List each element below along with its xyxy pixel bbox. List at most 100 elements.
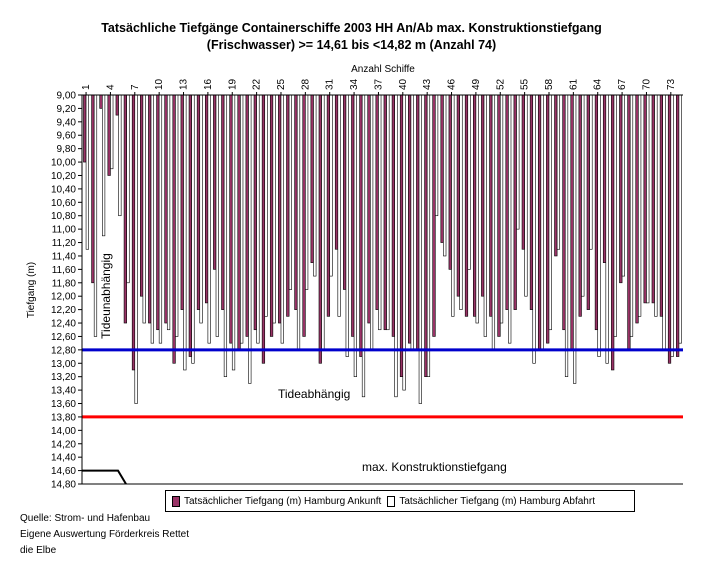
bar-abfahrt	[638, 94, 642, 317]
y-tick-label: 10,40	[51, 184, 76, 195]
bar-abfahrt	[516, 94, 520, 230]
bar-abfahrt	[581, 94, 585, 297]
bar-ankunft	[570, 94, 574, 351]
bar-abfahrt	[467, 94, 471, 270]
bar-ankunft	[424, 94, 428, 377]
y-tick-label: 14,80	[51, 480, 76, 491]
bar-abfahrt	[345, 94, 349, 357]
legend-swatch-abfahrt	[387, 495, 396, 507]
bar-abfahrt	[370, 94, 374, 351]
y-tick-label: 9,80	[57, 144, 77, 155]
bar-abfahrt	[410, 94, 414, 351]
source-note: Quelle: Strom- und Hafenbau Eigene Auswe…	[20, 511, 189, 559]
bar-ankunft	[237, 94, 241, 351]
x-tick-label: 37	[373, 78, 384, 90]
y-tick-label: 13,40	[51, 386, 76, 397]
bar-abfahrt	[175, 94, 179, 337]
bar-abfahrt	[321, 94, 325, 351]
bar-abfahrt	[329, 94, 333, 277]
y-tick-label: 11,40	[52, 251, 77, 262]
bar-abfahrt	[394, 94, 398, 398]
bar-ankunft	[659, 94, 663, 317]
bar-abfahrt	[678, 94, 682, 344]
bar-abfahrt	[85, 94, 89, 250]
bar-abfahrt	[150, 94, 154, 344]
bar-ankunft	[416, 94, 420, 351]
bar-ankunft	[619, 94, 623, 284]
x-tick-label: 73	[666, 78, 677, 90]
y-tick-label: 14,60	[51, 466, 76, 477]
bar-abfahrt	[451, 94, 455, 317]
bar-ankunft	[383, 94, 387, 331]
y-tick-label: 13,20	[51, 372, 76, 383]
x-tick-label: 49	[471, 78, 482, 90]
bar-abfahrt	[93, 94, 98, 337]
annotation-tideabhaengig: Tideabhängig	[278, 387, 350, 401]
bar-ankunft	[456, 94, 460, 297]
bar-ankunft	[204, 94, 209, 304]
y-tick-label: 13,60	[51, 399, 76, 410]
bar-ankunft	[554, 94, 558, 257]
x-tick-label: 13	[179, 78, 190, 90]
bar-ankunft	[131, 94, 136, 371]
bar-abfahrt	[670, 94, 674, 357]
y-tick-label: 12,00	[51, 292, 76, 303]
x-tick-label: 7	[130, 84, 141, 90]
bar-ankunft	[391, 94, 395, 337]
bar-ankunft	[367, 94, 371, 324]
bar-abfahrt	[426, 94, 431, 377]
bar-ankunft	[635, 94, 639, 324]
bar-ankunft	[472, 94, 477, 317]
bar-abfahrt	[564, 94, 569, 377]
x-tick-label: 40	[398, 78, 409, 90]
y-tick-label: 10,00	[51, 158, 76, 169]
x-tick-label: 55	[520, 78, 531, 90]
bar-ankunft	[375, 94, 379, 310]
bar-ankunft	[667, 94, 672, 364]
bar-abfahrt	[296, 94, 301, 351]
x-tick-label: 28	[300, 78, 311, 90]
bar-abfahrt	[499, 94, 504, 324]
x-tick-label: 70	[641, 78, 652, 90]
x-tick-label: 46	[447, 78, 458, 90]
x-tick-label: 52	[495, 78, 506, 90]
chart-title-line-1: Tatsächliche Tiefgänge Containerschiffe …	[101, 21, 602, 35]
bar-abfahrt	[662, 94, 666, 351]
bar-abfahrt	[231, 94, 236, 371]
y-tick-label: 13,00	[51, 359, 76, 370]
bar-ankunft	[602, 94, 607, 263]
bar-abfahrt	[240, 94, 244, 344]
bar-ankunft	[221, 94, 225, 310]
bar-ankunft	[497, 94, 501, 337]
bar-abfahrt	[532, 94, 536, 364]
bar-ankunft	[505, 94, 509, 310]
reference-lines	[82, 348, 683, 485]
bar-ankunft	[123, 94, 127, 324]
bar-ankunft	[148, 94, 152, 324]
y-tick-label: 11,60	[52, 265, 77, 276]
bar-abfahrt	[313, 94, 317, 277]
bar-abfahrt	[305, 94, 309, 290]
bar-ankunft	[213, 94, 217, 270]
bar-abfahrt	[491, 94, 496, 351]
y-tick-label: 11,80	[52, 278, 77, 289]
y-axis-title: Tiefgang (m)	[26, 262, 37, 318]
bar-ankunft	[651, 94, 655, 304]
x-tick-label: 10	[154, 78, 165, 90]
y-tick-label: 12,80	[51, 345, 76, 356]
y-tick-label: 11,00	[52, 225, 77, 236]
bar-ankunft	[164, 94, 168, 324]
legend-item-ankunft: Tatsächlicher Tiefgang (m) Hamburg Ankun…	[172, 495, 381, 507]
bar-ankunft	[302, 94, 306, 337]
bar-ankunft	[399, 94, 404, 377]
bar-abfahrt	[280, 94, 284, 344]
bar-abfahrt	[142, 94, 146, 324]
source-line-1: Quelle: Strom- und Hafenbau	[20, 513, 151, 524]
annotation-max-konstruktionstiefgang: max. Konstruktionstiefgang	[362, 460, 507, 474]
bar-ankunft	[627, 94, 631, 351]
bar-abfahrt	[597, 94, 601, 357]
bar-ankunft	[107, 94, 111, 176]
y-tick-label: 10,60	[51, 198, 76, 209]
bar-abfahrt	[256, 94, 260, 344]
